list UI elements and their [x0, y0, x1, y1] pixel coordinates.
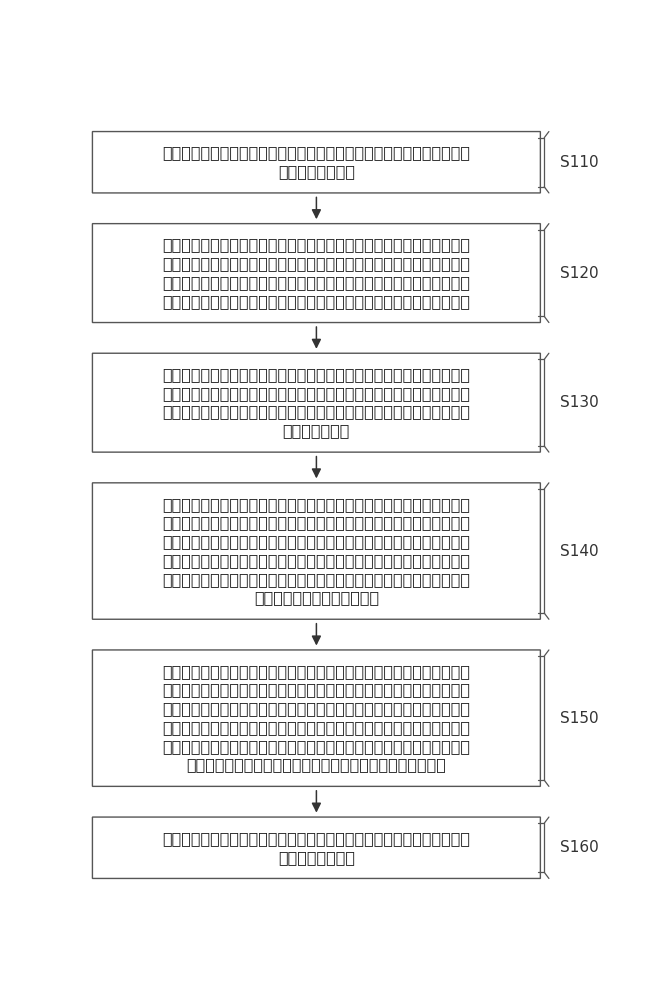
- Text: 的随机孔隙介质的纵波模量和所述岩石剪切模量的均值，所述饱和流体的: 的随机孔隙介质的纵波模量和所述岩石剪切模量的均值，所述饱和流体的: [162, 534, 470, 549]
- Text: S120: S120: [560, 266, 598, 281]
- Text: 差分别确定所述岩石骨架体积模量的随机场、所述岩石颗粒体积模量的随: 差分别确定所述岩石骨架体积模量的随机场、所述岩石颗粒体积模量的随: [162, 275, 470, 290]
- Text: S110: S110: [560, 155, 598, 170]
- FancyBboxPatch shape: [92, 650, 541, 786]
- FancyBboxPatch shape: [92, 483, 541, 619]
- Text: S130: S130: [560, 395, 598, 410]
- Text: 量的统计特征信息: 量的统计特征信息: [278, 164, 355, 179]
- Text: 利用所述岩石骨架体积模量的随机场、所述岩石颗粒体积模量的随机场、: 利用所述岩石骨架体积模量的随机场、所述岩石颗粒体积模量的随机场、: [162, 367, 470, 382]
- Text: 统计特征信息构建参数信息模量的随机场和饱和流体的随机孔隙介质的纵: 统计特征信息构建参数信息模量的随机场和饱和流体的随机孔隙介质的纵: [162, 405, 470, 420]
- Text: S160: S160: [560, 840, 598, 855]
- FancyBboxPatch shape: [92, 224, 541, 323]
- Text: 波模量的随机场: 波模量的随机场: [283, 423, 350, 438]
- Text: 随机孔隙介质的纵波模量、所述参数信息模量和所述岩石剪切模量的方差: 随机孔隙介质的纵波模量、所述参数信息模量和所述岩石剪切模量的方差: [162, 553, 470, 568]
- FancyBboxPatch shape: [92, 817, 541, 878]
- Text: 之间的协方差计算得到饱和流体的随机孔隙介质有效纵波模量: 之间的协方差计算得到饱和流体的随机孔隙介质有效纵波模量: [186, 758, 446, 773]
- Text: 流体体积模量、和岩石剪切模量的均值，所述饱和流体的随机孔隙介质的: 流体体积模量、和岩石剪切模量的均值，所述饱和流体的随机孔隙介质的: [162, 683, 470, 698]
- Text: 根据所述饱和流体的随机孔隙介质有效纵波模量计算得到随机孔隙介质模: 根据所述饱和流体的随机孔隙介质有效纵波模量计算得到随机孔隙介质模: [162, 831, 470, 846]
- Text: 基于预设分布规律利用所述统计特征信息中的岩石骨架体积模量、岩石颗: 基于预设分布规律利用所述统计特征信息中的岩石骨架体积模量、岩石颗: [162, 237, 470, 252]
- FancyBboxPatch shape: [92, 132, 541, 193]
- Text: 量的随机场、以及所述岩石剪切模量的随机场分别计算得到所述饱和流体: 量的随机场、以及所述岩石剪切模量的随机场分别计算得到所述饱和流体: [162, 515, 470, 530]
- Text: 流体的随机孔隙介质的纵波模量、所述参数信息模量和所述岩石剪切模量: 流体的随机孔隙介质的纵波模量、所述参数信息模量和所述岩石剪切模量: [162, 739, 470, 754]
- Text: 述岩石剪切模量之间的协方差: 述岩石剪切模量之间的协方差: [254, 590, 379, 605]
- FancyBboxPatch shape: [92, 353, 541, 452]
- Text: S140: S140: [560, 544, 598, 559]
- Text: 型地震波特征信息: 型地震波特征信息: [278, 850, 355, 865]
- Text: 所述孔隙流体体积模量的随机场、所述岩石剪切模量的随机场、以及所述: 所述孔隙流体体积模量的随机场、所述岩石剪切模量的随机场、以及所述: [162, 386, 470, 401]
- Text: 机场、所述孔隙流体体积模量的随机场、以及所述岩石剪切模量的随机场: 机场、所述孔隙流体体积模量的随机场、以及所述岩石剪切模量的随机场: [162, 294, 470, 309]
- Text: 粒体积模量、孔隙流体体积模量、岩石剪切模量以及岩石密度的均值和方: 粒体积模量、孔隙流体体积模量、岩石剪切模量以及岩石密度的均值和方: [162, 256, 470, 271]
- Text: 波模量、所述参数信息模量以及所述岩石剪切模量的方差，以及所述饱和: 波模量、所述参数信息模量以及所述岩石剪切模量的方差，以及所述饱和: [162, 720, 470, 735]
- Text: S150: S150: [560, 711, 598, 726]
- Text: 对岩样进行预处理，根据预处理后的岩样分析数据得到所述岩样的弹性参: 对岩样进行预处理，根据预处理后的岩样分析数据得到所述岩样的弹性参: [162, 145, 470, 160]
- Text: 纵波模量和所述岩石剪切模量的均值，所述饱和流体的随机孔隙介质的纵: 纵波模量和所述岩石剪切模量的均值，所述饱和流体的随机孔隙介质的纵: [162, 701, 470, 716]
- Text: ，以及所述饱和流体的随机孔隙介质的纵波模量、所述参数信息模量和所: ，以及所述饱和流体的随机孔隙介质的纵波模量、所述参数信息模量和所: [162, 572, 470, 587]
- Text: 根据所述统计特征信息中的岩石骨架体积模量、岩石颗粒体积模量、孔隙: 根据所述统计特征信息中的岩石骨架体积模量、岩石颗粒体积模量、孔隙: [162, 664, 470, 679]
- Text: 根据所述饱和流体的随机孔隙介质的纵波模量的随机场、所述参数信息模: 根据所述饱和流体的随机孔隙介质的纵波模量的随机场、所述参数信息模: [162, 497, 470, 512]
